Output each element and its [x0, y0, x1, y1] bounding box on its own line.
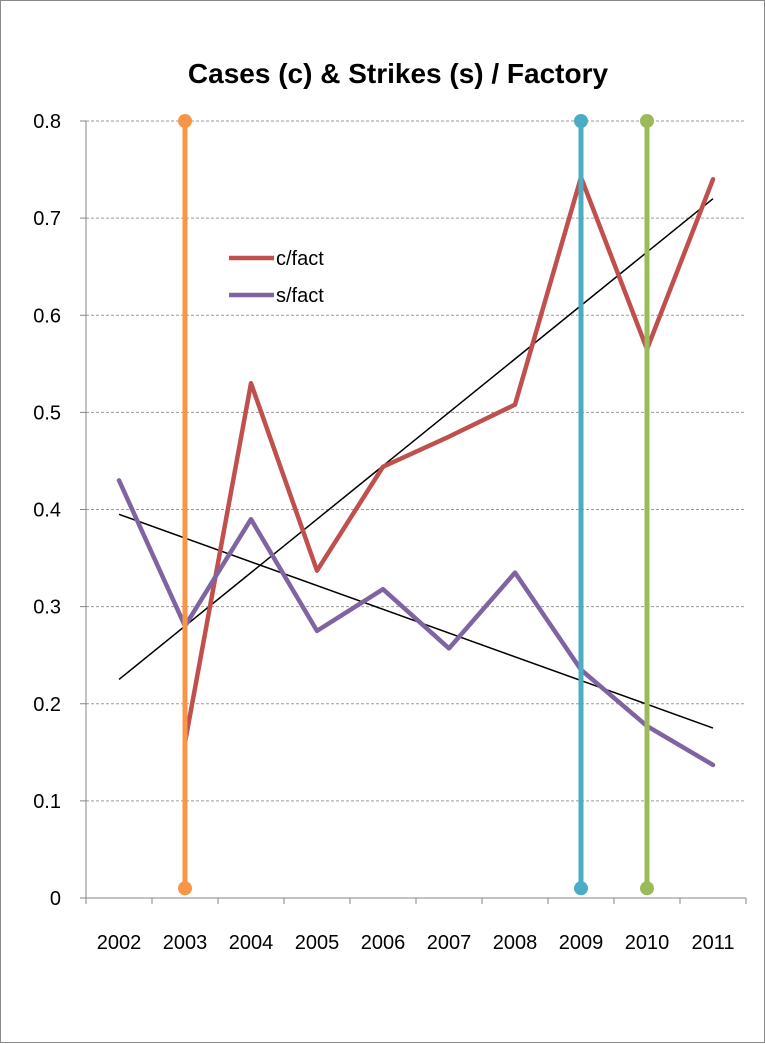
x-tick-label: 2006: [361, 932, 406, 954]
legend-label: c/fact: [276, 248, 324, 270]
y-tick-label: 0.1: [33, 791, 61, 813]
x-tick-label: 2010: [625, 932, 670, 954]
vertical-markers: [178, 114, 654, 896]
trendlines: [118, 198, 714, 729]
x-tick-label: 2002: [97, 932, 142, 954]
series-lines: [116, 175, 716, 768]
x-tick-label: 2005: [295, 932, 340, 954]
y-tick-label: 0.6: [33, 305, 61, 327]
marker-point: [640, 881, 654, 896]
series-line: [116, 478, 716, 768]
marker-point: [178, 881, 192, 896]
y-tick-label: 0.7: [33, 208, 61, 230]
x-tick-label: 2004: [229, 932, 274, 954]
marker-point: [574, 881, 588, 896]
legend: c/fact s/fact: [229, 248, 324, 307]
x-tick-label: 2007: [427, 932, 472, 954]
y-tick-label: 0.2: [33, 694, 61, 716]
x-tick-label: 2008: [493, 932, 538, 954]
trendline: [118, 198, 714, 681]
marker-point: [640, 114, 654, 128]
y-tick-label: 0: [50, 888, 61, 910]
legend-label: s/fact: [276, 285, 324, 307]
y-tick-label: 0.4: [33, 500, 61, 522]
x-tick-label: 2009: [559, 932, 604, 954]
y-tick-label: 0.8: [33, 111, 61, 133]
chart-title: Cases (c) & Strikes (s) / Factory: [188, 58, 609, 89]
marker-point: [178, 114, 192, 128]
x-tick-label: 2011: [691, 932, 734, 954]
axes: 0 0.1 0.2 0.3 0.4 0.5 0.6 0.7 0.8 2002 2003 2004 200…: [33, 111, 747, 954]
y-tick-label: 0.5: [33, 402, 61, 424]
marker-point: [574, 114, 588, 128]
series-line: [182, 175, 716, 745]
x-tick-label: 2003: [163, 932, 208, 954]
y-tick-label: 0.3: [33, 597, 61, 619]
